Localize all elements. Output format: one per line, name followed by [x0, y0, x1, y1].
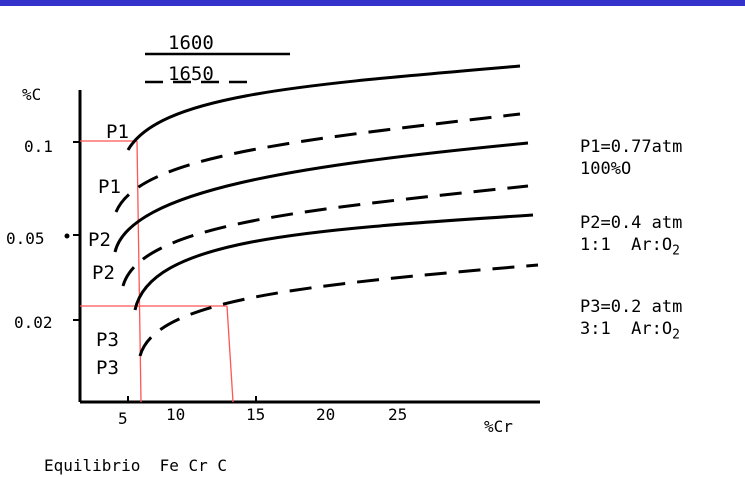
curve-label-p3-solid: P3 [96, 329, 119, 351]
curve-p2-1650 [121, 184, 529, 287]
note-p2-gas: 1:1 Ar:O [580, 235, 673, 255]
curve-p1-1600 [126, 64, 521, 151]
guide-lines [80, 140, 234, 403]
note-p2-subscript: 2 [672, 243, 680, 259]
guide-line [136, 140, 142, 403]
y-tick-label: 0.1 [24, 137, 53, 156]
curve-label-p1-dashed: P1 [98, 176, 121, 198]
y-tick-dot [64, 233, 70, 239]
y-axis-label: %C [22, 85, 41, 104]
note-p2-pressure: P2=0.4 atm [580, 213, 683, 233]
curve-p2-1600 [113, 141, 529, 253]
note-p1: P1=0.77atm 100%O [580, 136, 682, 180]
x-axis-label: %Cr [484, 417, 513, 436]
caption: Equilibrio Fe Cr C [44, 456, 228, 475]
curve-p3-1600 [133, 213, 534, 311]
legend-label-1600: 1600 [168, 32, 214, 54]
note-p3-subscript: 2 [672, 327, 680, 343]
y-tick-label: 0.05 [6, 229, 45, 248]
note-p2: P2=0.4 atm 1:1 Ar:O2 [580, 212, 682, 262]
legend-label-1650: 1650 [168, 63, 214, 85]
note-p1-gas: 100%O [580, 159, 632, 179]
curve-label-p1-solid: P1 [106, 121, 129, 143]
note-p1-pressure: P1=0.77atm [580, 137, 683, 157]
curve-label-p2-solid: P2 [88, 229, 111, 251]
guide-line [226, 305, 234, 403]
note-p3-pressure: P3=0.2 atm [580, 297, 683, 317]
y-tick-label: 0.02 [14, 313, 53, 332]
x-tick-label: 20 [316, 405, 335, 424]
curve-p1-1650 [114, 112, 521, 213]
title-bar [0, 0, 745, 6]
curve-label-p2-dashed: P2 [92, 262, 115, 284]
x-tick-label: 5 [118, 409, 128, 428]
curve-label-p3-dashed: P3 [96, 357, 119, 379]
x-tick-label: 15 [246, 405, 265, 424]
note-p3: P3=0.2 atm 3:1 Ar:O2 [580, 296, 682, 346]
curve-p3-1650 [138, 263, 539, 357]
x-tick-label: 10 [166, 405, 185, 424]
note-p3-gas: 3:1 Ar:O [580, 319, 673, 339]
x-tick-label: 25 [388, 405, 407, 424]
